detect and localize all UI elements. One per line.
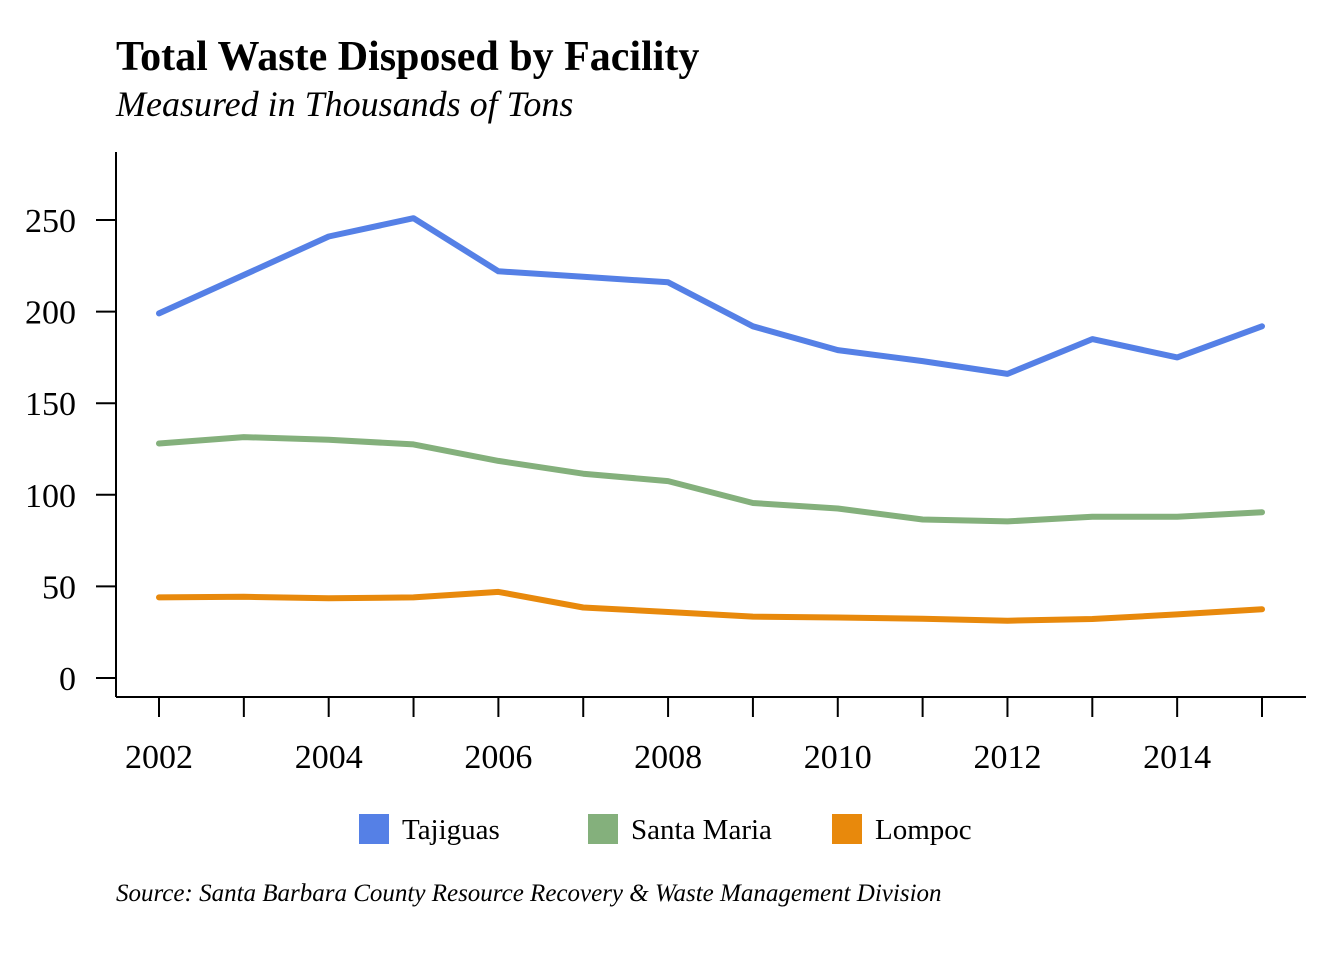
series-line-tajiguas [156,215,1265,377]
x-tick-label: 2010 [804,739,872,776]
x-tick-label: 2004 [295,739,363,776]
y-tick-label: 200 [25,295,76,332]
chart-title: Total Waste Disposed by Facility [116,34,699,80]
legend-swatch-tajiguas [359,814,389,844]
y-tick-label: 250 [25,203,76,240]
x-tick-label: 2006 [464,739,532,776]
legend-swatch-santa-maria [588,814,618,844]
legend-label-tajiguas: Tajiguas [402,814,500,846]
axes: 0 50 100 150 200 250 2002 2004 2006 2008 2010 2012 2… [25,152,1306,776]
y-tick-label: 50 [42,569,76,606]
legend-label-lompoc: Lompoc [875,814,972,846]
source-note: Source: Santa Barbara County Resource Re… [116,880,942,907]
series-line-lompoc [156,588,1265,624]
series-line-santa-maria [156,434,1265,525]
x-tick-label: 2002 [125,739,193,776]
x-tick-label: 2008 [634,739,702,776]
y-tick-label: 150 [25,386,76,423]
chart-subtitle: Measured in Thousands of Tons [115,84,573,124]
legend-swatch-lompoc [832,814,862,844]
legend-label-santa-maria: Santa Maria [631,814,772,846]
y-tick-label: 100 [25,478,76,515]
y-tick-label: 0 [59,661,76,698]
series-lines [156,215,1265,624]
x-tick-label: 2014 [1143,739,1211,776]
x-tick-label: 2012 [973,739,1041,776]
legend: Tajiguas Santa Maria Lompoc [359,814,972,846]
